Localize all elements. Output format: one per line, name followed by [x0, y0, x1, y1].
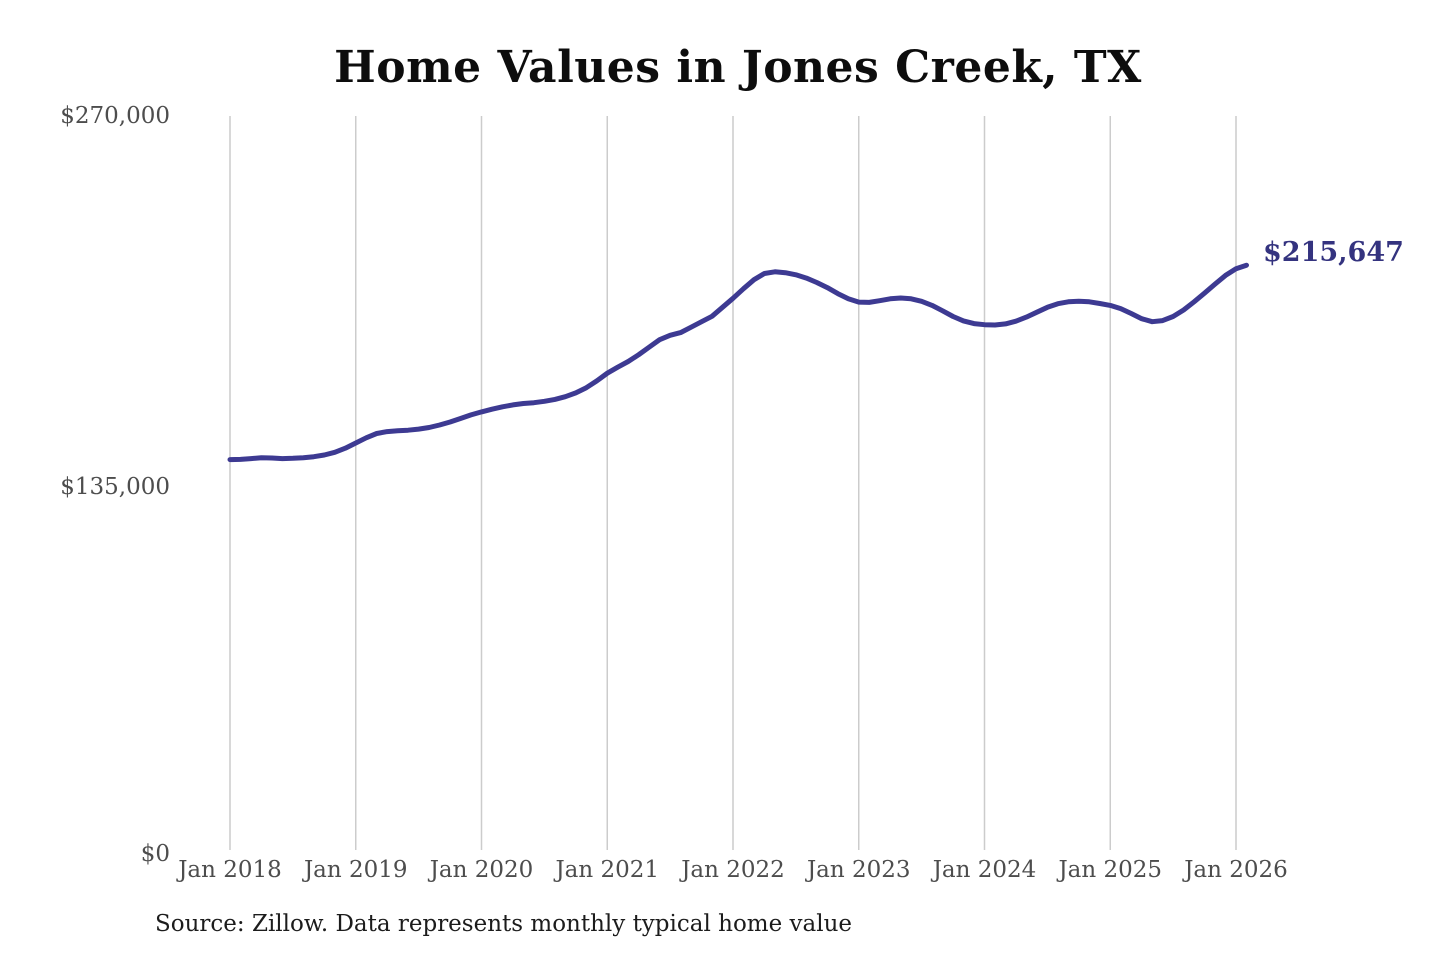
home-values-line-series [227, 262, 1249, 463]
x-axis-tick-jan-2025: Jan 2025 [1058, 857, 1163, 883]
y-axis-tick-135000: $135,000 [60, 474, 170, 500]
x-axis-tick-jan-2022: Jan 2022 [681, 857, 785, 883]
y-axis-tick-270000: $270,000 [60, 103, 170, 129]
x-axis-tick-jan-2024: Jan 2024 [932, 857, 1037, 883]
x-axis-tick-jan-2020: Jan 2020 [429, 857, 534, 883]
y-axis-tick-0: $0 [140, 841, 170, 867]
x-axis-tick-jan-2019: Jan 2019 [303, 857, 408, 883]
x-axis-tick-jan-2021: Jan 2021 [555, 857, 660, 883]
source-attribution: Source: Zillow. Data represents monthly … [155, 911, 853, 937]
latest-value-label: $215,647 [1263, 237, 1404, 268]
x-axis-tick-jan-2018: Jan 2018 [178, 857, 282, 883]
x-axis-tick-jan-2026: Jan 2026 [1184, 857, 1288, 883]
chart-title: Home Values in Jones Creek, TX [334, 42, 1142, 93]
x-axis-tick-jan-2023: Jan 2023 [806, 857, 911, 883]
